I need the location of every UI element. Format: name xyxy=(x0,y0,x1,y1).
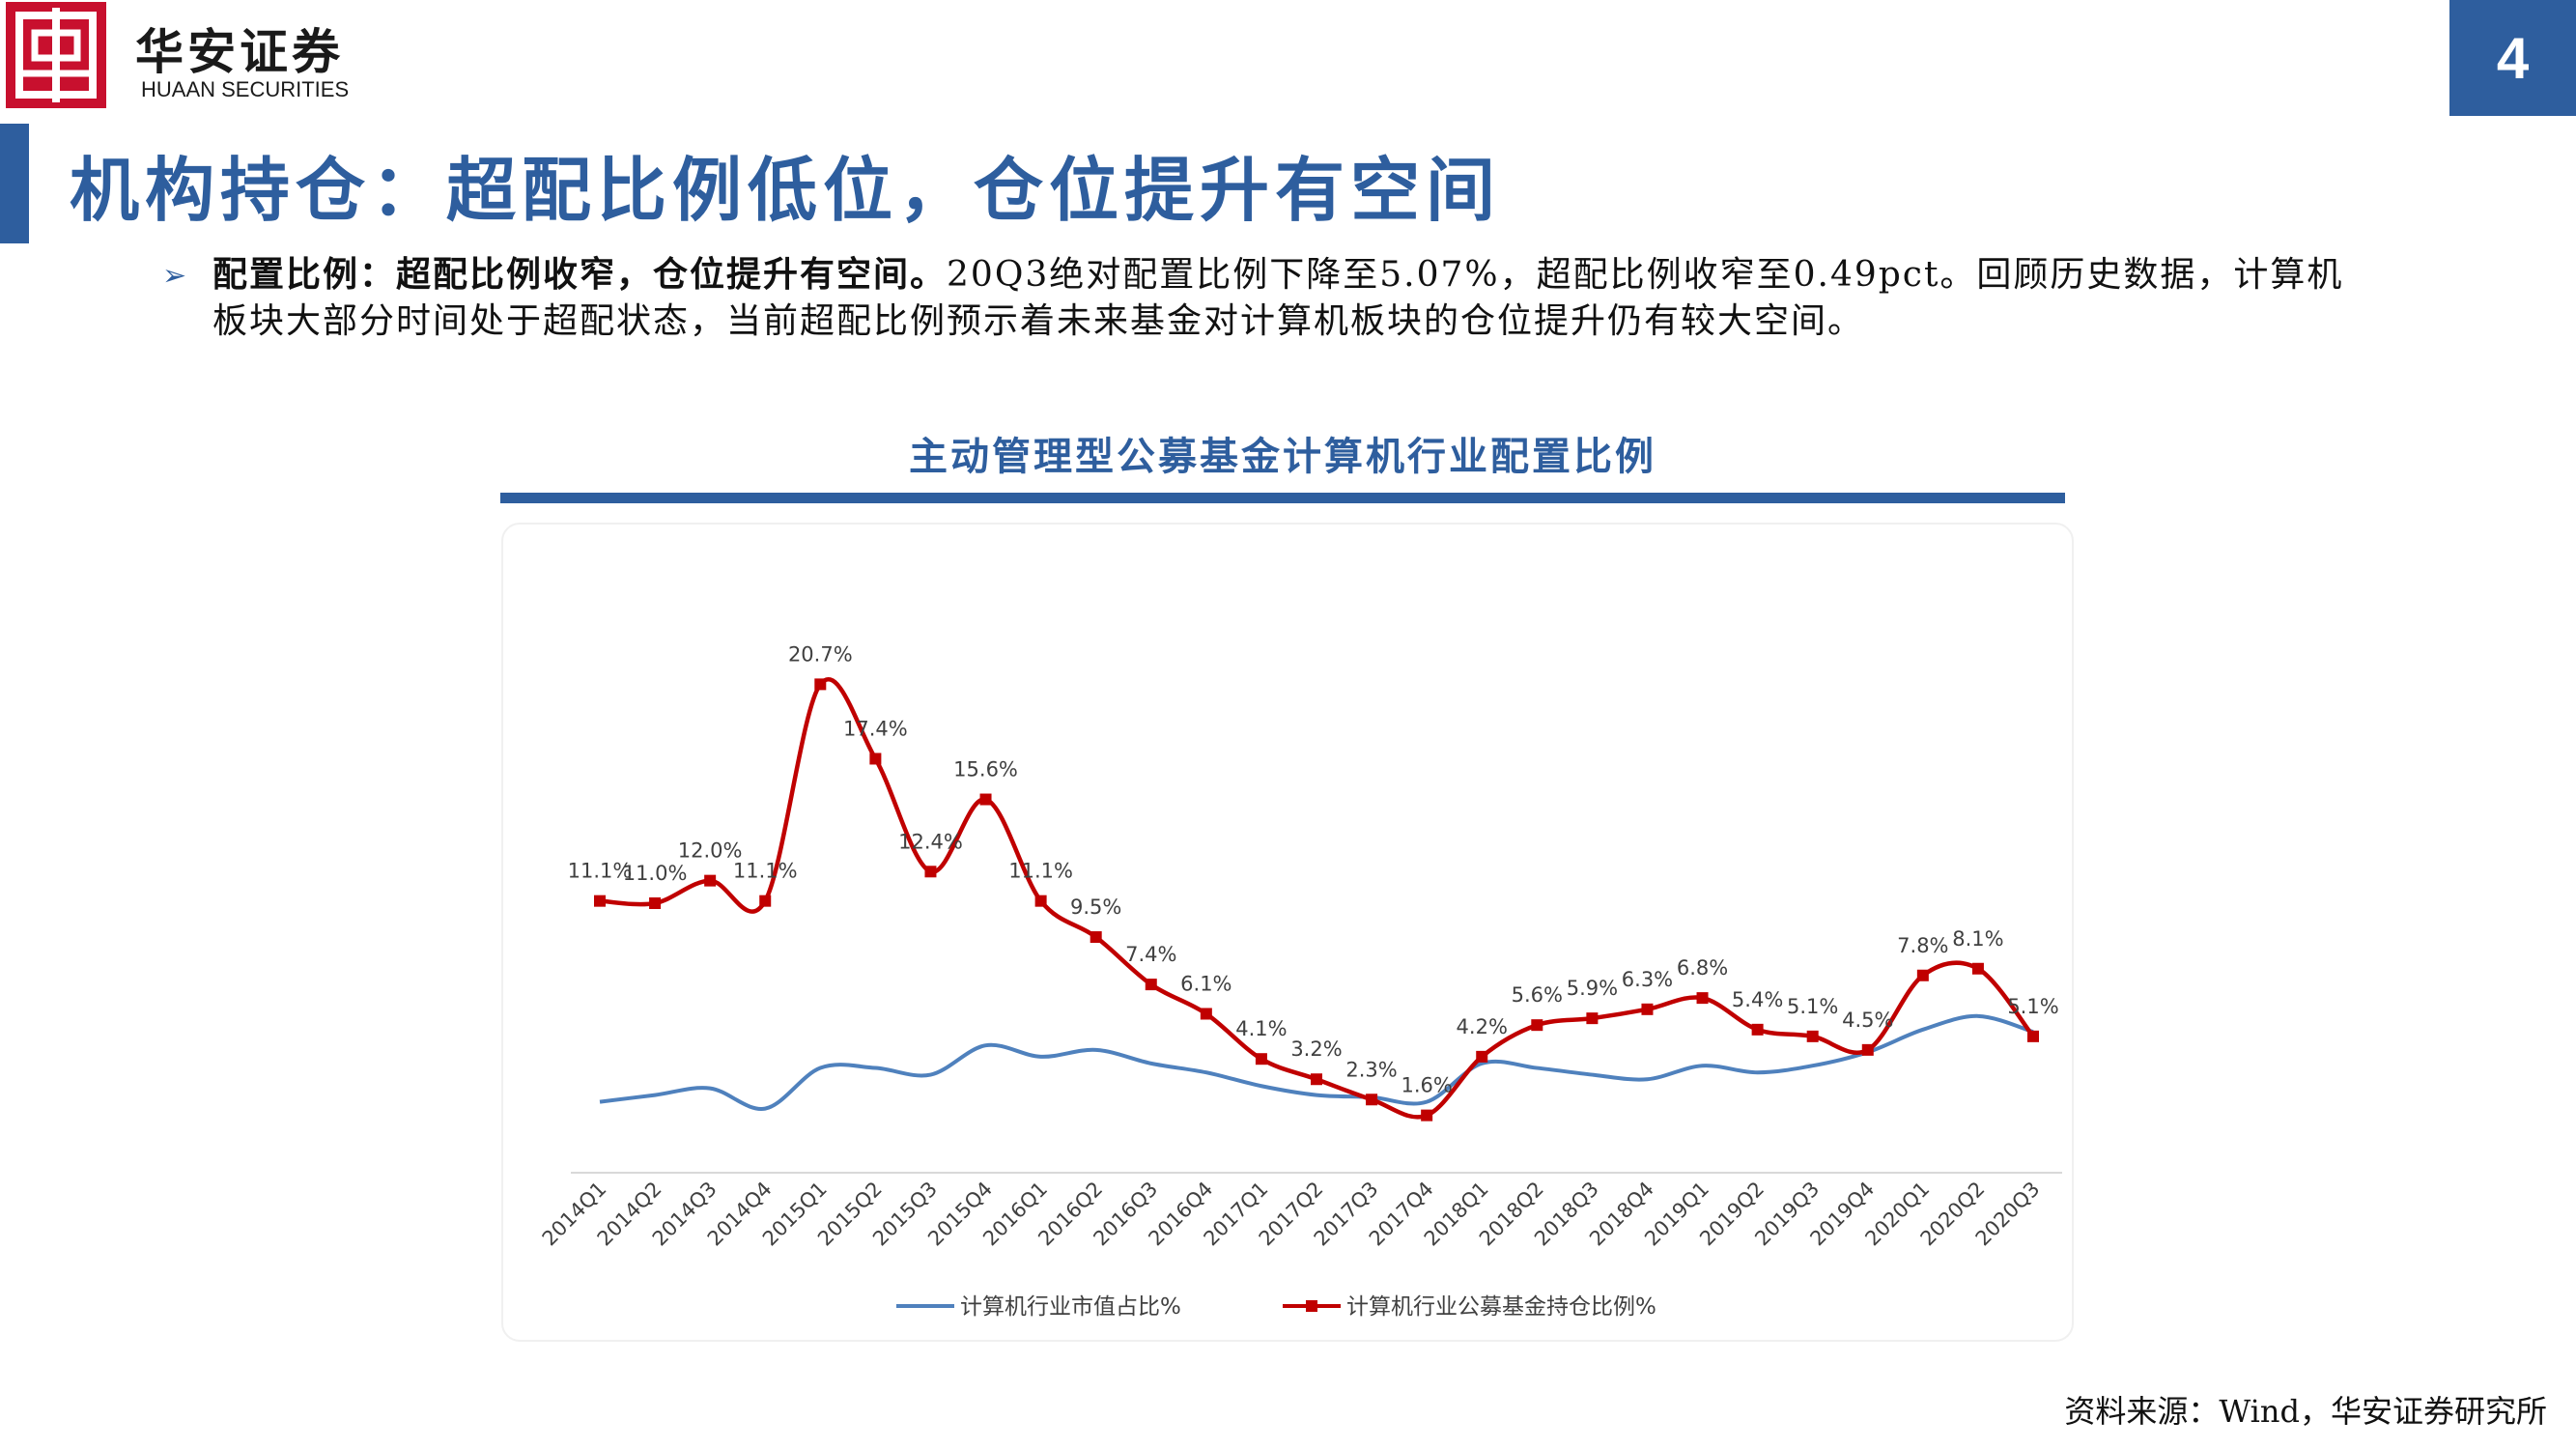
data-label: 20.7% xyxy=(788,642,853,666)
data-label: 15.6% xyxy=(953,758,1018,781)
data-point-marker xyxy=(1696,992,1709,1005)
data-point-marker xyxy=(1971,962,1984,975)
legend-marker xyxy=(1306,1300,1317,1312)
data-label: 5.4% xyxy=(1732,988,1783,1011)
data-label: 11.1% xyxy=(1008,860,1073,883)
legend-label-2: 计算机行业公募基金持仓比例% xyxy=(1346,1294,1656,1320)
data-point-marker xyxy=(1751,1023,1764,1036)
data-point-marker xyxy=(649,897,662,909)
chart-frame xyxy=(501,523,2074,1342)
data-label: 5.9% xyxy=(1567,977,1618,1000)
data-label: 17.4% xyxy=(843,717,908,740)
data-label: 6.8% xyxy=(1677,956,1728,980)
data-point-marker xyxy=(1421,1109,1433,1122)
data-label: 1.6% xyxy=(1401,1074,1452,1097)
logo-mark xyxy=(6,2,106,108)
line-chart: 11.1%11.0%12.0%11.1%20.7%17.4%12.4%15.6%… xyxy=(501,523,2074,1342)
data-point-marker xyxy=(1586,1012,1599,1025)
bullet-paragraph: 配置比例：超配比例收窄，仓位提升有空间。20Q3绝对配置比例下降至5.07%，超… xyxy=(212,251,2347,345)
logo-text: 华安证券 xyxy=(135,23,344,80)
data-point-marker xyxy=(924,866,937,878)
data-label: 5.1% xyxy=(2007,995,2058,1018)
data-point-marker xyxy=(1366,1094,1378,1106)
page-number: 4 xyxy=(2449,0,2576,116)
data-point-marker xyxy=(869,753,882,765)
title-accent-bar xyxy=(0,124,29,243)
data-point-marker xyxy=(704,874,717,887)
data-label: 6.1% xyxy=(1180,972,1231,995)
data-point-marker xyxy=(1476,1050,1488,1063)
data-point-marker xyxy=(2027,1030,2039,1042)
data-label: 3.2% xyxy=(1290,1037,1342,1061)
data-point-marker xyxy=(1200,1008,1212,1020)
series-line-1 xyxy=(599,1013,2034,1111)
data-point-marker xyxy=(1861,1043,1874,1056)
chart-area: 11.1% 11.0% 12.0% 11.1% 20.7% 17.4% 12.4% 15.6%… xyxy=(500,522,2077,1343)
data-label: 11.1% xyxy=(568,860,633,883)
data-label: 5.6% xyxy=(1512,983,1563,1007)
data-point-marker xyxy=(1806,1030,1819,1042)
data-label: 8.1% xyxy=(1952,927,2003,951)
data-point-marker xyxy=(814,678,827,691)
data-label: 6.3% xyxy=(1622,968,1673,991)
data-label: 7.8% xyxy=(1897,934,1948,957)
data-label: 11.0% xyxy=(623,862,688,885)
data-point-marker xyxy=(1090,931,1102,944)
data-point-marker xyxy=(1531,1019,1543,1032)
data-label: 4.5% xyxy=(1842,1009,1893,1032)
data-point-marker xyxy=(1311,1073,1322,1086)
data-label: 9.5% xyxy=(1070,895,1121,919)
data-point-marker xyxy=(979,793,992,806)
data-point-marker xyxy=(1034,895,1047,907)
chart-title: 主动管理型公募基金计算机行业配置比例 xyxy=(909,434,1656,479)
data-point-marker xyxy=(1255,1053,1267,1065)
data-label: 4.2% xyxy=(1457,1015,1508,1038)
data-point-marker xyxy=(759,895,772,907)
data-label: 2.3% xyxy=(1345,1058,1397,1081)
legend-label-1: 计算机行业市值占比% xyxy=(960,1294,1181,1320)
data-label: 12.0% xyxy=(678,839,743,863)
data-label: 12.4% xyxy=(898,830,963,853)
data-label: 4.1% xyxy=(1235,1017,1287,1040)
data-point-marker xyxy=(1916,969,1929,981)
data-label: 11.1% xyxy=(733,860,798,883)
data-point-marker xyxy=(594,895,606,907)
logo-glyph-icon xyxy=(15,8,97,102)
data-point-marker xyxy=(1641,1003,1654,1015)
page-title: 机构持仓：超配比例低位，仓位提升有空间 xyxy=(70,149,1502,231)
data-point-marker xyxy=(1145,979,1157,991)
bullet-lead: 配置比例：超配比例收窄，仓位提升有空间。 xyxy=(212,254,948,295)
source-note: 资料来源：Wind，华安证券研究所 xyxy=(2064,1393,2547,1430)
data-label: 7.4% xyxy=(1125,943,1176,966)
logo-subtitle: HUAAN SECURITIES xyxy=(141,77,350,101)
bullet-body: 20Q3绝对配置比例下降至5.07%，超配比例收窄至0.49pct。回顾历史数据… xyxy=(212,255,2344,341)
chart-title-underline xyxy=(500,493,2065,503)
data-label: 5.1% xyxy=(1787,995,1838,1018)
bullet-arrow-icon: ➢ xyxy=(162,259,187,293)
